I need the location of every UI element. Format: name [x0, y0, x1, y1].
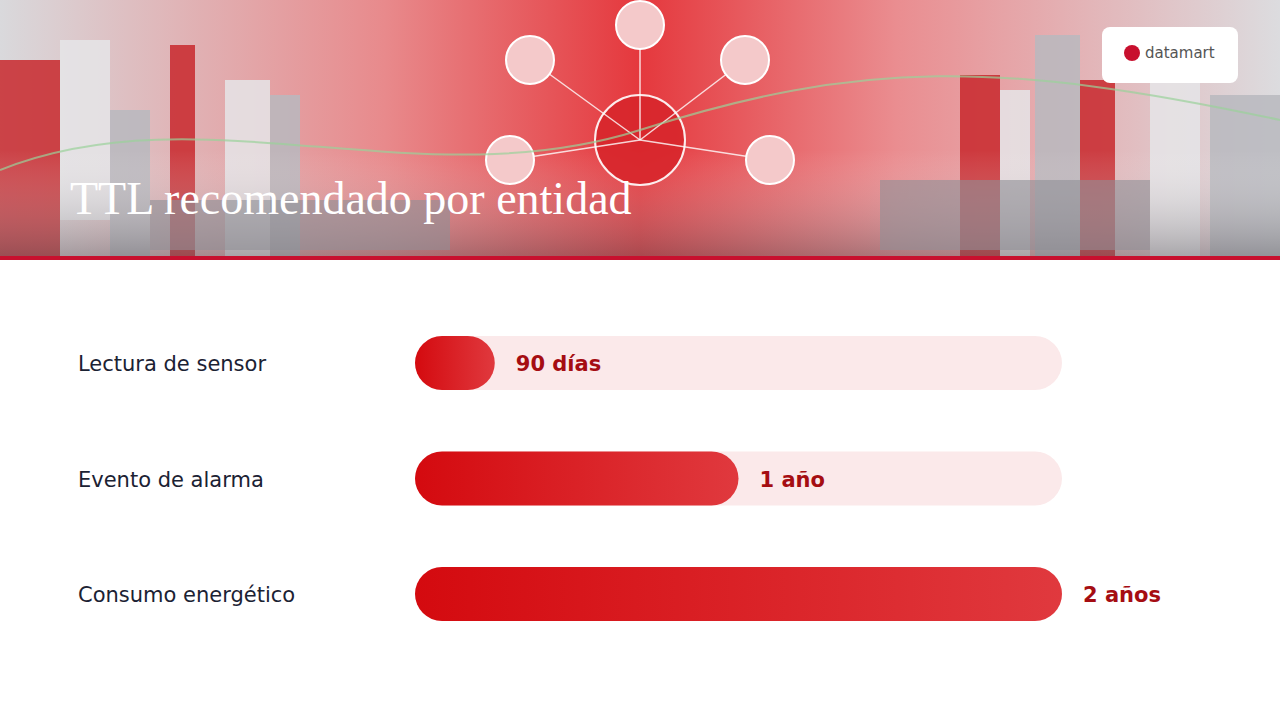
category-label: Evento de alarma — [78, 468, 264, 492]
tracks — [415, 336, 1062, 621]
logo-box — [1102, 27, 1238, 83]
bar — [415, 567, 1062, 621]
chart: datamart TTL recomendado por entidad Lectu… — [0, 0, 1280, 720]
category-label: Consumo energético — [78, 583, 295, 607]
bar — [415, 336, 495, 390]
bar — [415, 452, 739, 506]
title: TTL recomendado por entidad — [70, 173, 632, 224]
category-label: Lectura de sensor — [78, 352, 266, 376]
labels: Lectura de sensor 90 días Evento de alarma… — [78, 352, 1161, 607]
bars — [415, 336, 1062, 621]
track — [415, 336, 1062, 390]
track — [415, 567, 1062, 621]
track — [415, 452, 1062, 506]
header-banner — [0, 0, 1280, 260]
page: datamart TTL recomendado por entidad Lectu… — [0, 0, 1280, 720]
data-label: 90 días — [516, 352, 601, 376]
logo-mark — [1124, 45, 1140, 61]
logo-text: datamart — [1145, 44, 1215, 62]
data-label: 2 años — [1083, 583, 1161, 607]
data-label: 1 año — [760, 468, 825, 492]
